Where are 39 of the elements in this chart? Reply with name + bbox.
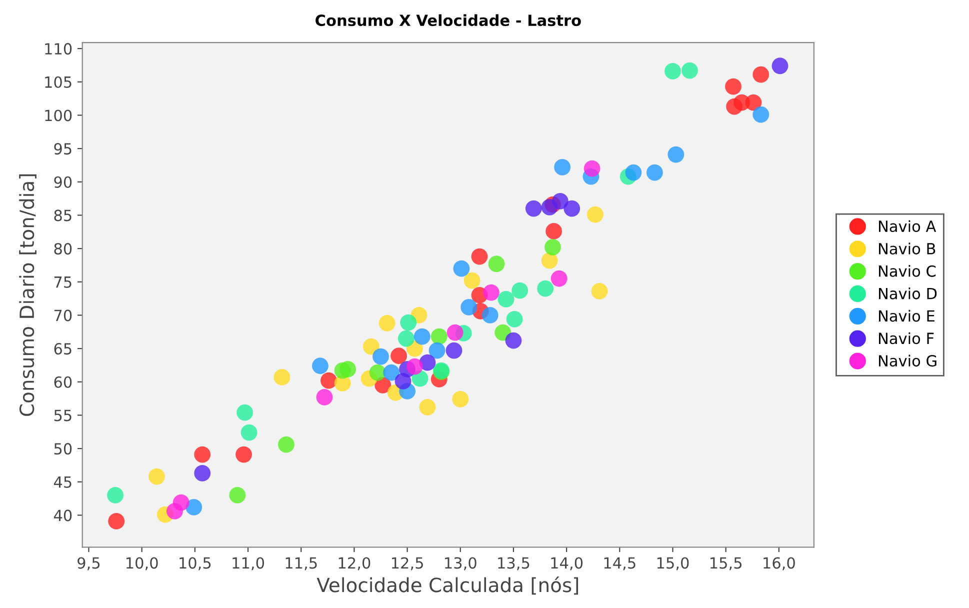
x-tick-label: 15,0	[657, 557, 689, 570]
x-tick-label: 9,5	[78, 557, 100, 570]
x-tick-label: 11,0	[232, 557, 264, 570]
x-tick-label: 15,5	[710, 557, 742, 570]
x-tick-label: 14,0	[551, 557, 583, 570]
y-tick-label: 85	[54, 210, 72, 222]
y-tick-label: 80	[54, 243, 72, 255]
x-tick-label: 11,5	[286, 557, 317, 570]
y-tick-label: 70	[54, 310, 72, 322]
y-tick-label: 50	[54, 443, 72, 455]
y-tick-label: 95	[54, 143, 72, 155]
legend-label: Navio E	[878, 310, 934, 322]
legend-label: Navio D	[878, 287, 937, 300]
x-tick-label: 13,0	[445, 557, 476, 570]
x-tick-label: 14,5	[604, 557, 636, 570]
y-tick-label: 55	[54, 410, 72, 422]
legend-label: Navio B	[878, 242, 936, 254]
x-tick-label: 13,5	[498, 557, 530, 570]
y-tick-label: 65	[54, 343, 72, 355]
y-tick-label: 90	[54, 176, 72, 188]
y-tick-label: 105	[45, 76, 72, 88]
x-tick-label: 10,0	[126, 557, 158, 570]
x-tick-label: 10,5	[180, 557, 211, 570]
y-tick-label: 110	[45, 43, 72, 55]
chart-title: Consumo X Velocidade - Lastro	[316, 14, 581, 26]
y-tick-label: 40	[54, 510, 72, 522]
y-tick-label: 100	[45, 110, 72, 122]
y-tick-label: 75	[54, 276, 72, 288]
y-tick-label: 45	[54, 476, 72, 488]
x-tick-label: 16,0	[764, 557, 795, 570]
x-tick-label: 12,5	[392, 557, 423, 570]
y-axis-title: Consumo Diario [ton/dia]	[19, 174, 36, 416]
y-tick-label: 60	[54, 376, 72, 388]
legend-label: Navio C	[878, 265, 936, 277]
x-tick-label: 12,0	[338, 557, 370, 570]
legend-label: Navio A	[878, 220, 936, 232]
legend-label: Navio F	[878, 332, 934, 344]
legend-label: Navio G	[878, 354, 936, 367]
x-axis-title: Velocidade Calculada [nós]	[316, 576, 578, 595]
